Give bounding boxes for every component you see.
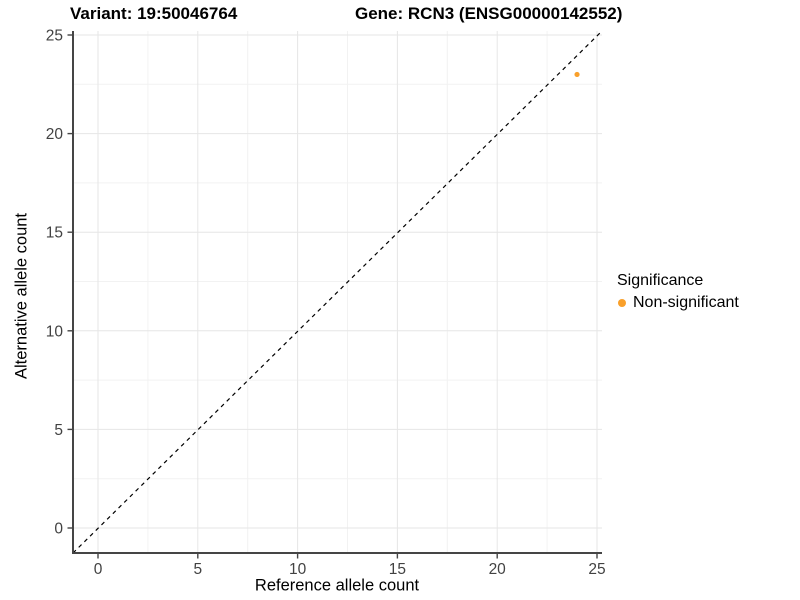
y-tick-label: 5: [54, 422, 63, 439]
x-tick-label: 15: [389, 561, 406, 578]
variant-title: Variant: 19:50046764: [70, 4, 238, 23]
x-tick-label: 10: [289, 561, 307, 578]
identity-line: [72, 30, 603, 554]
data-point: [574, 71, 580, 78]
x-axis-label: Reference allele count: [254, 576, 420, 595]
y-tick-label: 10: [46, 323, 64, 340]
x-tick-label: 20: [489, 561, 507, 578]
x-tick-label: 0: [94, 561, 103, 578]
y-tick-label: 0: [54, 521, 63, 538]
y-tick-label: 25: [46, 28, 63, 45]
legend: Significance Non-significant: [617, 272, 739, 312]
legend-entry-label: Non-significant: [633, 294, 739, 311]
legend-entry: Non-significant: [617, 294, 739, 312]
legend-title: Significance: [617, 272, 704, 289]
y-tick-label: 15: [46, 225, 63, 242]
x-tick-label: 25: [588, 561, 605, 578]
y-tick-label: 20: [46, 126, 64, 143]
x-tick-label: 5: [193, 561, 202, 578]
gene-title: Gene: RCN3 (ENSG00000142552): [355, 4, 623, 23]
legend-point-icon: [618, 299, 626, 307]
